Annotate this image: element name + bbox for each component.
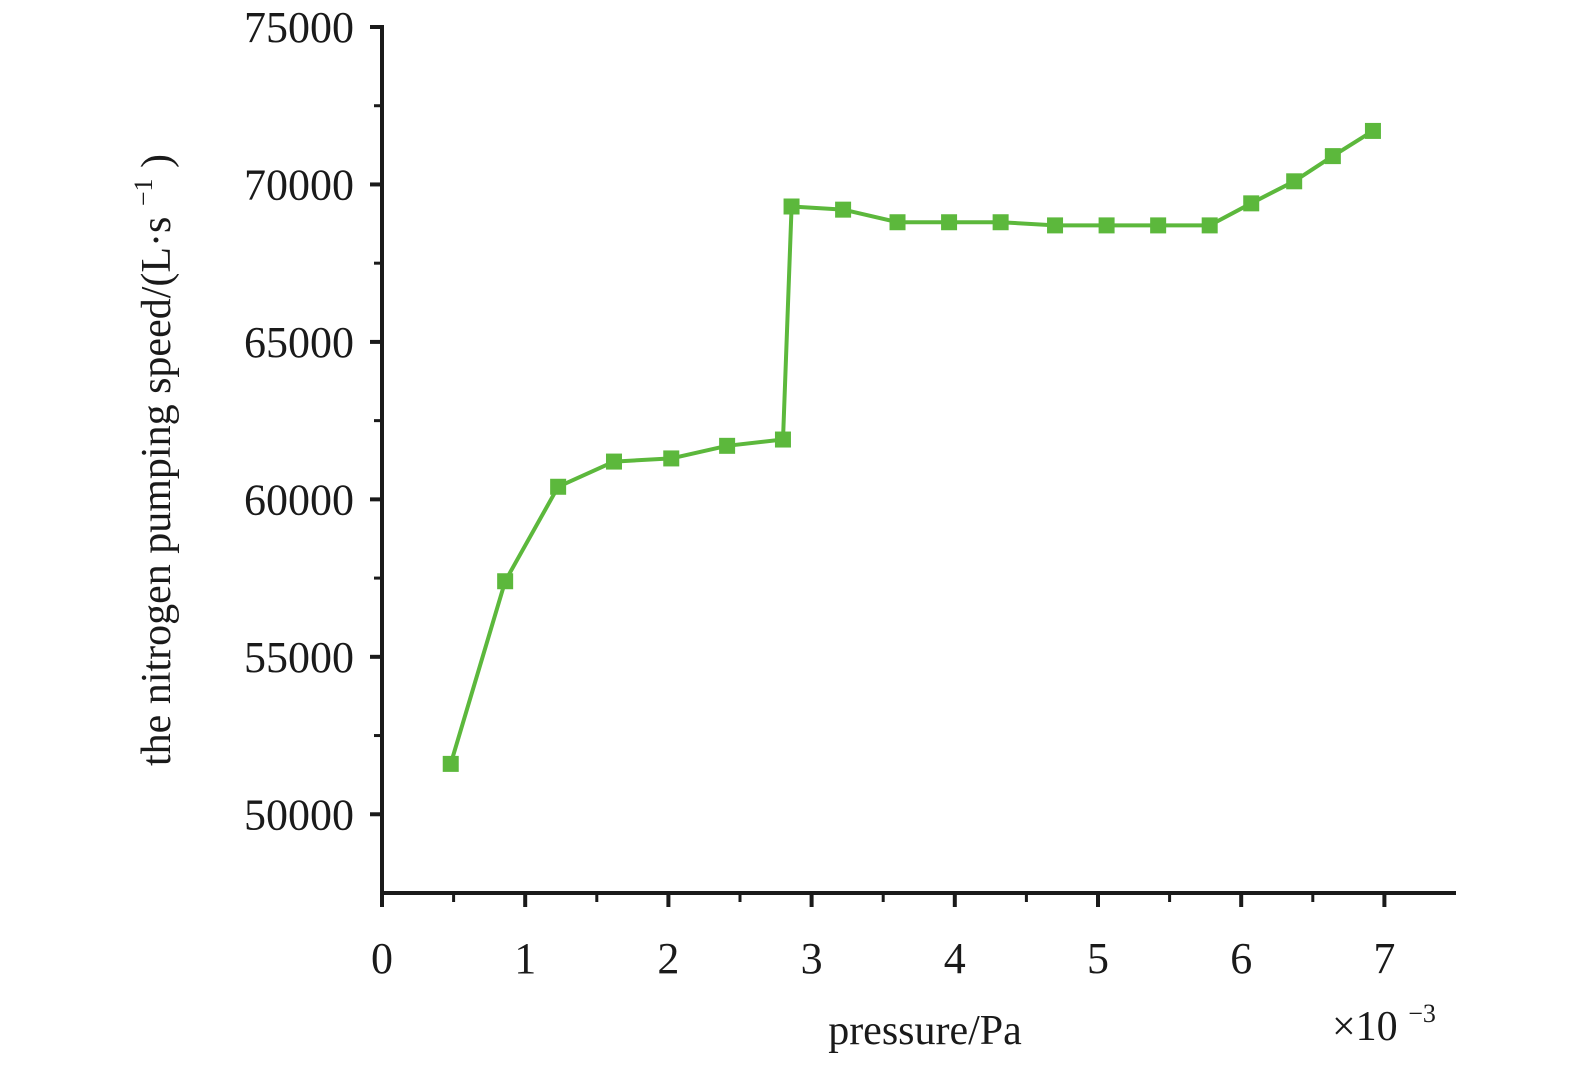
y-axis-title-close: ) [134,154,180,168]
x-multiplier-base: ×10 [1332,1004,1398,1050]
x-tick-label: 3 [801,934,823,983]
data-point-marker [605,453,622,470]
data-point-marker [783,198,800,215]
y-tick-label: 50000 [244,790,354,839]
data-point-marker [719,437,736,454]
y-tick-label: 60000 [244,475,354,524]
data-point-marker [1201,217,1218,234]
x-tick-label: 4 [944,934,966,983]
x-tick-label: 2 [657,934,679,983]
data-point-marker [1364,122,1381,139]
x-ticks: 0 1 2 3 4 5 6 7 [371,893,1395,983]
series-line [448,129,1374,765]
data-point-marker [497,573,514,590]
x-axis-multiplier: ×10 −3 [1332,999,1436,1050]
x-tick-label: 7 [1373,934,1395,983]
data-point-marker [774,431,791,448]
data-point-marker [1047,217,1064,234]
y-ticks: 50000 55000 60000 65000 70000 75000 [244,3,382,839]
series-group [442,122,1381,772]
y-axis-title: the nitrogen pumping speed/(L·s −1 ) [116,154,180,766]
x-axis-title: pressure/Pa [828,1008,1022,1054]
data-point-marker [835,201,852,218]
data-point-marker [663,450,680,467]
y-tick-label: 75000 [244,3,354,52]
data-point-marker [1324,148,1341,165]
data-point-marker [941,214,958,231]
data-point-marker [1286,173,1303,190]
x-multiplier-exponent: −3 [1408,999,1436,1028]
x-tick-label: 5 [1087,934,1109,983]
data-point-marker [442,755,459,772]
x-tick-label: 6 [1230,934,1252,983]
y-axis-title-main: the nitrogen pumping speed/(L·s [134,217,180,766]
y-axis-title-exponent: −1 [129,178,158,206]
y-tick-label: 65000 [244,318,354,367]
data-point-marker [1243,195,1260,212]
data-point-marker [992,214,1009,231]
data-point-marker [550,478,567,495]
axes: 50000 55000 60000 65000 70000 75000 0 1 2 3 4 5 6 7 [244,3,1456,983]
x-tick-label: 0 [371,934,393,983]
data-point-marker [1150,217,1167,234]
y-tick-label: 70000 [244,160,354,209]
x-tick-label: 1 [514,934,536,983]
y-tick-label: 55000 [244,633,354,682]
data-point-marker [889,214,906,231]
data-point-marker [1098,217,1115,234]
